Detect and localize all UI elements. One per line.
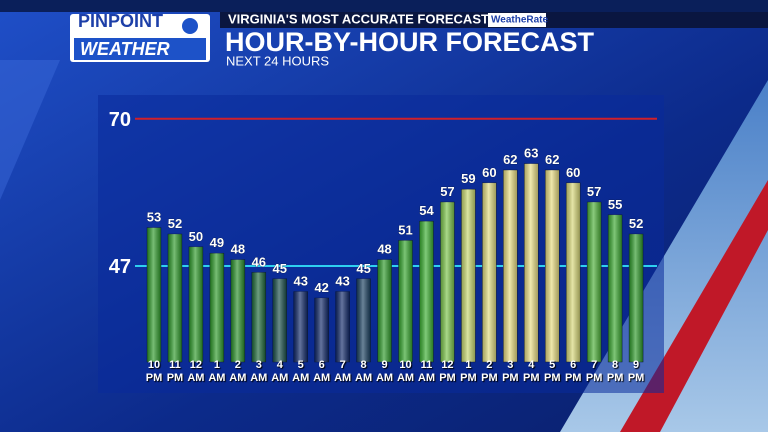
value-label: 54 xyxy=(419,203,434,218)
value-label: 53 xyxy=(147,210,161,225)
x-tick-label: 6 AM xyxy=(313,359,331,384)
value-label: 55 xyxy=(608,197,622,212)
chart-title: HOUR-BY-HOUR FORECAST xyxy=(225,27,595,57)
bar-shine xyxy=(188,246,203,362)
bar-shine xyxy=(482,182,497,362)
bar-shine xyxy=(293,291,308,362)
x-tick-label: 8 AM xyxy=(355,359,373,384)
bar-shine xyxy=(272,278,287,362)
bar-shine xyxy=(566,182,581,362)
x-tick-label: 1 PM xyxy=(460,359,477,384)
logo-band xyxy=(74,38,206,60)
value-label: 57 xyxy=(587,184,601,199)
value-label: 60 xyxy=(482,165,496,180)
logo-text: PINPOINT xyxy=(78,11,163,31)
badge-bg xyxy=(488,13,546,27)
bar-shine xyxy=(608,214,623,362)
x-tick-label: 9 AM xyxy=(375,359,394,384)
bar-shine xyxy=(503,170,518,362)
x-tick-label: 4 PM xyxy=(523,359,540,384)
value-label: 45 xyxy=(356,261,370,276)
x-tick-label: 2 AM xyxy=(229,359,247,384)
x-tick-label: 10 AM xyxy=(396,359,415,384)
value-label: 62 xyxy=(545,152,559,167)
x-tick-label: 4 AM xyxy=(271,359,289,384)
x-tick-label: 8 PM xyxy=(606,359,624,384)
bar-shine xyxy=(587,202,602,362)
x-tick-label: 12 AM xyxy=(187,359,205,384)
bar-shine xyxy=(167,234,182,362)
x-tick-label: 1 AM xyxy=(208,359,226,384)
bar-shine xyxy=(524,163,539,362)
bar-shine xyxy=(314,298,329,362)
x-tick-label: 10 PM xyxy=(145,359,163,384)
x-tick-label: 11 PM xyxy=(166,359,184,384)
chart-subtitle: NEXT 24 HOURS xyxy=(226,53,329,68)
bar-shine xyxy=(230,259,245,362)
value-label: 60 xyxy=(566,165,580,180)
x-tick-label: 3 AM xyxy=(250,359,268,384)
value-label: 52 xyxy=(629,216,643,231)
x-tick-label: 6 PM xyxy=(564,359,582,384)
bar-shine xyxy=(440,202,455,362)
value-label: 45 xyxy=(273,261,287,276)
x-tick-label: 9 PM xyxy=(627,359,645,384)
logo-pin xyxy=(182,18,198,34)
value-label: 42 xyxy=(314,280,328,295)
value-label: 52 xyxy=(168,216,182,231)
value-label: 46 xyxy=(252,254,266,269)
bar-shine xyxy=(356,278,371,362)
bar-shine xyxy=(377,259,392,362)
value-label: 50 xyxy=(189,229,203,244)
bar-shine xyxy=(545,170,560,362)
value-label: 43 xyxy=(335,274,349,289)
stripe xyxy=(0,60,60,200)
tagline: VIRGINIA'S MOST ACCURATE FORECAST xyxy=(228,11,489,26)
bar-shine xyxy=(147,227,161,362)
badge: WeatheRate xyxy=(491,15,548,26)
value-label: 59 xyxy=(461,171,475,186)
value-label: 43 xyxy=(293,274,307,289)
bar-shine xyxy=(629,234,644,362)
x-tick-label: 5 PM xyxy=(543,359,561,384)
logo-text: WEATHER xyxy=(80,39,170,59)
value-label: 57 xyxy=(440,184,454,199)
x-tick-label: 5 AM xyxy=(292,359,310,384)
x-tick-label: 11 AM xyxy=(417,359,436,384)
reference-label: 47 xyxy=(109,256,131,278)
bar-shine xyxy=(398,240,413,362)
x-tick-label: 2 PM xyxy=(481,359,498,384)
value-label: 51 xyxy=(398,222,412,237)
value-label: 62 xyxy=(503,152,517,167)
bar-shine xyxy=(461,189,476,362)
x-tick-label: 7 PM xyxy=(585,359,603,384)
value-label: 48 xyxy=(377,242,391,257)
bar-shine xyxy=(335,291,350,362)
reference-label: 70 xyxy=(109,109,131,131)
x-tick-label: 7 AM xyxy=(334,359,352,384)
bar-shine xyxy=(419,221,434,362)
value-label: 48 xyxy=(231,242,245,257)
x-tick-label: 3 PM xyxy=(502,359,519,384)
bar-shine xyxy=(251,272,266,362)
x-tick-label: 12 PM xyxy=(439,359,456,384)
bar-shine xyxy=(209,253,224,362)
value-label: 49 xyxy=(210,235,224,250)
value-label: 63 xyxy=(524,146,538,161)
top-bar xyxy=(0,0,768,12)
